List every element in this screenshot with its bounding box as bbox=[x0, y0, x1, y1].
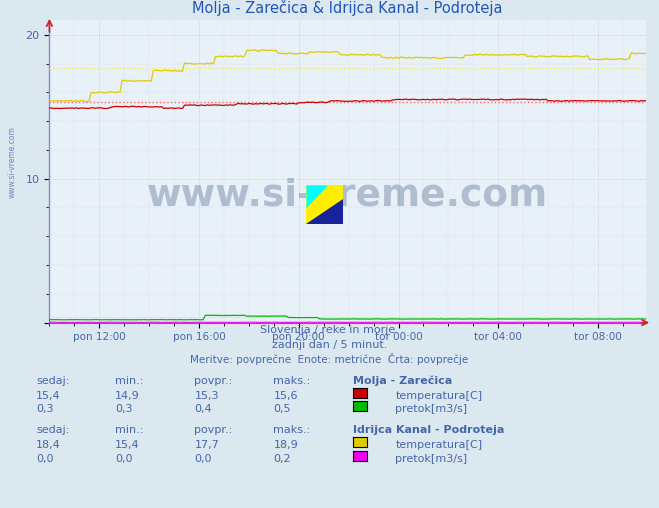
Text: temperatura[C]: temperatura[C] bbox=[395, 440, 482, 450]
Text: pretok[m3/s]: pretok[m3/s] bbox=[395, 404, 467, 415]
Text: Slovenija / reke in morje.: Slovenija / reke in morje. bbox=[260, 325, 399, 335]
Text: maks.:: maks.: bbox=[273, 375, 311, 386]
Text: 0,3: 0,3 bbox=[115, 404, 133, 415]
Text: 0,0: 0,0 bbox=[115, 454, 133, 464]
Text: 0,4: 0,4 bbox=[194, 404, 212, 415]
Text: povpr.:: povpr.: bbox=[194, 425, 233, 435]
Text: 15,4: 15,4 bbox=[36, 391, 61, 401]
Text: 15,3: 15,3 bbox=[194, 391, 219, 401]
Text: Idrijca Kanal - Podroteja: Idrijca Kanal - Podroteja bbox=[353, 425, 504, 435]
Text: 0,0: 0,0 bbox=[36, 454, 54, 464]
Text: 0,0: 0,0 bbox=[194, 454, 212, 464]
Text: 17,7: 17,7 bbox=[194, 440, 219, 450]
Text: sedaj:: sedaj: bbox=[36, 425, 70, 435]
Text: 14,9: 14,9 bbox=[115, 391, 140, 401]
Polygon shape bbox=[306, 199, 343, 224]
Text: www.si-vreme.com: www.si-vreme.com bbox=[147, 178, 548, 214]
Text: zadnji dan / 5 minut.: zadnji dan / 5 minut. bbox=[272, 340, 387, 350]
Text: 0,2: 0,2 bbox=[273, 454, 291, 464]
Text: 15,4: 15,4 bbox=[115, 440, 140, 450]
Text: min.:: min.: bbox=[115, 375, 144, 386]
Text: Meritve: povprečne  Enote: metrične  Črta: povprečje: Meritve: povprečne Enote: metrične Črta:… bbox=[190, 353, 469, 365]
Text: min.:: min.: bbox=[115, 425, 144, 435]
Text: 18,9: 18,9 bbox=[273, 440, 299, 450]
Polygon shape bbox=[306, 185, 328, 208]
Text: 18,4: 18,4 bbox=[36, 440, 61, 450]
Text: maks.:: maks.: bbox=[273, 425, 311, 435]
Text: pretok[m3/s]: pretok[m3/s] bbox=[395, 454, 467, 464]
Title: Molja - Zarečica & Idrijca Kanal - Podroteja: Molja - Zarečica & Idrijca Kanal - Podro… bbox=[192, 1, 503, 16]
Text: Molja - Zarečica: Molja - Zarečica bbox=[353, 375, 452, 386]
Text: 0,5: 0,5 bbox=[273, 404, 291, 415]
Text: povpr.:: povpr.: bbox=[194, 375, 233, 386]
Text: 0,3: 0,3 bbox=[36, 404, 54, 415]
Text: sedaj:: sedaj: bbox=[36, 375, 70, 386]
Text: www.si-vreme.com: www.si-vreme.com bbox=[8, 126, 17, 199]
Text: 15,6: 15,6 bbox=[273, 391, 298, 401]
Text: temperatura[C]: temperatura[C] bbox=[395, 391, 482, 401]
